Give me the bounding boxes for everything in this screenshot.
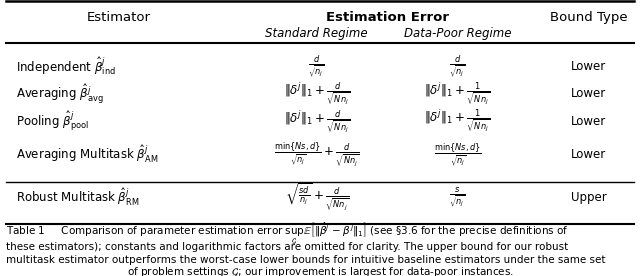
- Text: Independent $\hat{\beta}^j_{\mathrm{ind}}$: Independent $\hat{\beta}^j_{\mathrm{ind}…: [16, 55, 116, 77]
- Text: $\frac{d}{\sqrt{n_j}}$: $\frac{d}{\sqrt{n_j}}$: [308, 54, 325, 79]
- Text: $\|\delta^j\|_1 + \frac{1}{\sqrt{Nn_j}}$: $\|\delta^j\|_1 + \frac{1}{\sqrt{Nn_j}}$: [424, 80, 491, 108]
- Text: $\frac{\min\{Ns,d\}}{\sqrt{n_j}}$: $\frac{\min\{Ns,d\}}{\sqrt{n_j}}$: [434, 141, 481, 168]
- Text: $\frac{d}{\sqrt{n_j}}$: $\frac{d}{\sqrt{n_j}}$: [449, 54, 466, 79]
- Text: Lower: Lower: [571, 148, 607, 161]
- Text: Bound Type: Bound Type: [550, 10, 628, 24]
- Text: Estimation Error: Estimation Error: [326, 10, 449, 24]
- Text: $\|\delta^j\|_1 + \frac{d}{\sqrt{Nn_j}}$: $\|\delta^j\|_1 + \frac{d}{\sqrt{Nn_j}}$: [284, 80, 350, 107]
- Text: of problem settings $\mathcal{G}$; our improvement is largest for data-poor inst: of problem settings $\mathcal{G}$; our i…: [127, 265, 513, 276]
- Text: Lower: Lower: [571, 60, 607, 73]
- Text: Upper: Upper: [571, 191, 607, 204]
- Text: Lower: Lower: [571, 87, 607, 100]
- Text: Averaging $\hat{\beta}^j_{\mathrm{avg}}$: Averaging $\hat{\beta}^j_{\mathrm{avg}}$: [16, 82, 104, 105]
- Text: Robust Multitask $\hat{\beta}^j_{\mathrm{RM}}$: Robust Multitask $\hat{\beta}^j_{\mathrm…: [16, 187, 140, 208]
- Text: $\|\delta^j\|_1 + \frac{d}{\sqrt{Nn_j}}$: $\|\delta^j\|_1 + \frac{d}{\sqrt{Nn_j}}$: [284, 108, 350, 135]
- Text: $\frac{s}{\sqrt{n_j}}$: $\frac{s}{\sqrt{n_j}}$: [449, 186, 466, 209]
- Text: Pooling $\hat{\beta}^j_{\mathrm{pool}}$: Pooling $\hat{\beta}^j_{\mathrm{pool}}$: [16, 110, 89, 133]
- Text: Data-Poor Regime: Data-Poor Regime: [404, 27, 511, 40]
- Text: Standard Regime: Standard Regime: [266, 27, 368, 40]
- Text: multitask estimator outperforms the worst-case lower bounds for intuitive baseli: multitask estimator outperforms the wors…: [6, 255, 606, 265]
- Text: $\|\delta^j\|_1 + \frac{1}{\sqrt{Nn_j}}$: $\|\delta^j\|_1 + \frac{1}{\sqrt{Nn_j}}$: [424, 108, 491, 135]
- Text: Table 1     Comparison of parameter estimation error $\sup_{\mathcal{G}} \mathbb: Table 1 Comparison of parameter estimati…: [6, 220, 569, 246]
- Text: these estimators); constants and logarithmic factors are omitted for clarity. Th: these estimators); constants and logarit…: [6, 242, 569, 252]
- Text: Estimator: Estimator: [86, 10, 150, 24]
- Text: $\frac{\min\{Ns,d\}}{\sqrt{n_j}} + \frac{d}{\sqrt{Nn_j}}$: $\frac{\min\{Ns,d\}}{\sqrt{n_j}} + \frac…: [274, 140, 360, 169]
- Text: $\sqrt{\frac{sd}{n_j}} + \frac{d}{\sqrt{Nn_j}}$: $\sqrt{\frac{sd}{n_j}} + \frac{d}{\sqrt{…: [285, 182, 349, 213]
- Text: Lower: Lower: [571, 115, 607, 128]
- Text: Averaging Multitask $\hat{\beta}^j_{\mathrm{AM}}$: Averaging Multitask $\hat{\beta}^j_{\mat…: [16, 144, 158, 165]
